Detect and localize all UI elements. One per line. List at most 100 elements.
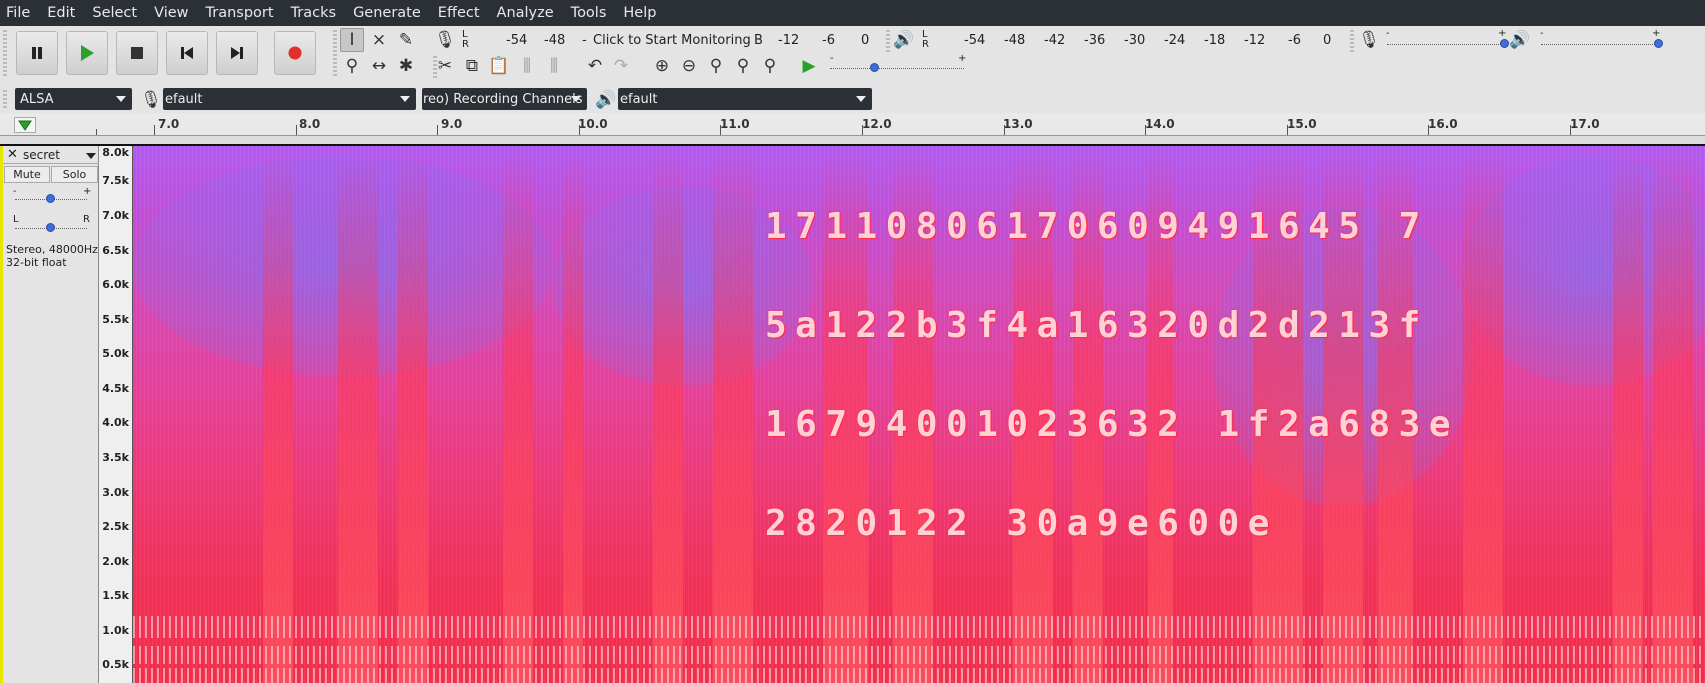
meter-tick: -54 <box>506 32 528 48</box>
skip-end-button[interactable] <box>216 31 258 75</box>
ruler-label: 9.0 <box>441 117 463 131</box>
play-at-speed-button[interactable]: ▶ <box>797 54 821 78</box>
hidden-text-line: 16794001023632 1f2a683e <box>765 404 1459 445</box>
multi-tool[interactable]: ✱ <box>394 54 418 78</box>
hidden-text-line: 2820122 30a9e600e <box>765 503 1278 544</box>
ruler-tick <box>862 125 863 135</box>
redo-button[interactable]: ↷ <box>609 54 633 78</box>
record-button[interactable] <box>274 31 316 75</box>
track-name[interactable]: secret <box>23 148 60 162</box>
stop-button[interactable] <box>116 31 158 75</box>
record-meter-mic[interactable]: 🎙 <box>433 28 457 52</box>
playback-meter-speaker[interactable]: 🔊 <box>892 28 916 52</box>
menu-analyze[interactable]: Analyze <box>496 5 554 21</box>
paste-button[interactable]: 📋 <box>487 54 511 78</box>
menu-help[interactable]: Help <box>623 5 657 21</box>
chevron-down-icon <box>571 96 581 102</box>
menu-generate[interactable]: Generate <box>353 5 421 21</box>
monitoring-prompt[interactable]: Click to Start Monitoring <box>593 32 751 48</box>
zoom-out-button[interactable]: ⊖ <box>677 54 701 78</box>
audio-host-select[interactable]: ALSA <box>15 88 132 110</box>
playback-meter[interactable]: -54 -48 -42 -36 -30 -24 -18 -12 -6 0 <box>934 28 1334 52</box>
mixer-speaker: 🔊 <box>1508 28 1532 52</box>
timeshift-tool[interactable]: ↔ <box>367 54 391 78</box>
spectrogram-view[interactable] <box>133 146 1705 683</box>
play-button[interactable] <box>66 31 108 75</box>
playback-meter-grip[interactable] <box>886 30 890 52</box>
zoom-tool[interactable]: ⚲ <box>340 54 364 78</box>
ruler-tick <box>1145 125 1146 135</box>
ruler-label: 13.0 <box>1003 117 1033 131</box>
ibeam-icon: I <box>349 30 355 50</box>
menu-edit[interactable]: Edit <box>47 5 76 21</box>
menu-effect[interactable]: Effect <box>437 5 480 21</box>
skip-start-button[interactable] <box>166 31 208 75</box>
gain-knob[interactable] <box>46 194 55 203</box>
double-arrow-icon: ↔ <box>371 56 387 76</box>
silence-button[interactable]: ⫼ <box>542 54 566 78</box>
menu-transport[interactable]: Transport <box>205 5 274 21</box>
playback-volume-knob[interactable] <box>1654 39 1663 48</box>
ruler-label: 11.0 <box>720 117 750 131</box>
playback-device-icon-wrap: 🔊 <box>594 88 618 112</box>
record-meter[interactable]: -54 -48 - Click to Start Monitoring B -1… <box>474 28 874 52</box>
solo-button[interactable]: Solo <box>51 166 98 183</box>
fit-selection-button[interactable]: ⚲ <box>704 54 728 78</box>
hidden-text-line: 17110806170609491645 7 <box>765 206 1429 247</box>
pause-button[interactable] <box>16 31 58 75</box>
meter-tick: -54 <box>964 32 986 48</box>
menu-bar: File Edit Select View Transport Tracks G… <box>0 0 1705 26</box>
fit-project-button[interactable]: ⚲ <box>731 54 755 78</box>
ruler-tick <box>579 125 580 135</box>
record-volume-knob[interactable] <box>1500 39 1509 48</box>
record-volume-slider[interactable] <box>1387 44 1505 45</box>
selection-tool[interactable]: I <box>340 28 364 52</box>
track-control-panel[interactable]: ✕ secret Mute Solo - + L R Stereo, 48000… <box>0 146 99 683</box>
cut-button[interactable]: ✂ <box>433 54 457 78</box>
mute-button[interactable]: Mute <box>4 166 50 183</box>
device-grip[interactable] <box>3 90 7 110</box>
meter-tick: -30 <box>1124 32 1146 48</box>
recording-device-select[interactable]: efault <box>163 88 416 110</box>
microphone-icon: 🎙 <box>1358 30 1380 50</box>
ruler-tick <box>1287 125 1288 135</box>
zoom-toggle-icon: ⚲ <box>763 56 777 76</box>
low-freq-band <box>133 668 1705 683</box>
meter-tick: -24 <box>1164 32 1186 48</box>
track-top-border <box>0 144 1705 147</box>
zoom-toggle-button[interactable]: ⚲ <box>758 54 782 78</box>
spectrum-streak <box>823 146 868 683</box>
play-speed-knob[interactable] <box>870 63 879 72</box>
tools-grip[interactable] <box>333 30 337 76</box>
microphone-icon: 🎙 <box>434 30 456 50</box>
close-track-icon[interactable]: ✕ <box>7 147 18 162</box>
spectrum-streak <box>1323 146 1363 683</box>
play-icon <box>81 45 94 61</box>
timeline-ruler[interactable]: 7.0 8.0 9.0 10.0 11.0 12.0 13.0 14.0 15.… <box>0 113 1705 136</box>
menu-select[interactable]: Select <box>92 5 138 21</box>
recording-channels-select[interactable]: reo) Recording Channels <box>422 88 587 110</box>
asterisk-icon: ✱ <box>398 56 414 76</box>
playback-volume-slider[interactable] <box>1541 44 1659 45</box>
undo-button[interactable]: ↶ <box>583 54 607 78</box>
frequency-scale[interactable]: 8.0k 7.5k 7.0k 6.5k 6.0k 5.5k 5.0k 4.5k … <box>99 146 133 683</box>
menu-tools[interactable]: Tools <box>570 5 607 21</box>
zoom-in-button[interactable]: ⊕ <box>650 54 674 78</box>
draw-tool[interactable]: ✎ <box>394 28 418 52</box>
spectrum-streak <box>1653 146 1693 683</box>
play-head-marker-box[interactable] <box>14 117 36 133</box>
playback-device-select[interactable]: efault <box>618 88 872 110</box>
play-speed-slider[interactable] <box>830 68 964 69</box>
envelope-tool[interactable]: ⨯ <box>367 28 391 52</box>
copy-button[interactable]: ⧉ <box>460 54 484 78</box>
track-menu-chevron-icon[interactable] <box>86 153 96 159</box>
edit-grip[interactable] <box>433 56 437 78</box>
menu-file[interactable]: File <box>6 5 31 21</box>
toolbar-grip[interactable] <box>3 30 7 76</box>
pan-knob[interactable] <box>46 223 55 232</box>
menu-view[interactable]: View <box>154 5 189 21</box>
redo-icon: ↷ <box>613 56 629 76</box>
menu-tracks[interactable]: Tracks <box>290 5 337 21</box>
mixer-grip[interactable] <box>1350 30 1354 52</box>
trim-button[interactable]: ⫼ <box>515 54 539 78</box>
